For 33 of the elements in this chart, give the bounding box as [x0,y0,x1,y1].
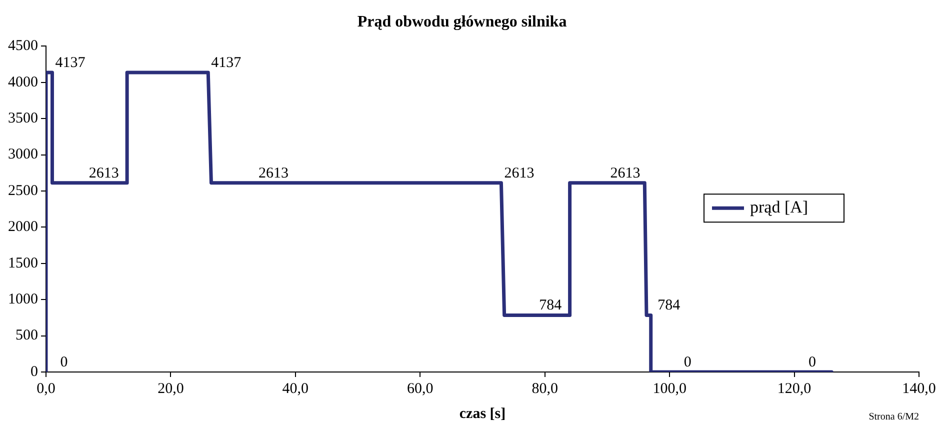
data-label: 2613 [88,165,119,182]
legend-label: prąd [A] [750,198,808,217]
data-label: 4137 [211,54,242,71]
text: Strona 6/M2 [868,412,919,423]
y-tick-label: 1500 [8,255,38,272]
x-axis-title: czas [s] [459,406,506,422]
y-tick-label: 2000 [8,219,38,236]
y-tick-label: 0 [30,364,38,380]
data-label: 2613 [258,165,289,182]
y-tick-label: 4000 [8,74,38,90]
y-tick-label: 500 [16,328,38,344]
y-tick-label: 4500 [8,38,38,54]
x-tick-label: 60,0 [407,380,434,397]
y-tick-label: 2500 [8,182,38,199]
x-tick-label: 100,0 [652,380,686,397]
data-label: 2613 [610,165,640,182]
data-label: 2613 [504,165,534,182]
data-label: 784 [539,298,562,314]
x-tick-label: 0,0 [36,380,56,397]
data-label: 0 [684,354,692,370]
data-label: 784 [658,298,681,314]
chart-title: Prąd obwodu głównego silnika [357,14,567,31]
y-tick-label: 3000 [8,146,38,163]
data-label: 0 [60,354,68,370]
data-label: 4137 [55,54,86,71]
x-tick-label: 40,0 [282,380,309,397]
x-tick-label: 120,0 [777,380,812,397]
data-label: 0 [808,354,816,370]
x-tick-label: 80,0 [532,380,558,397]
x-tick-label: 140,0 [902,380,936,397]
y-tick-label: 1000 [8,292,38,308]
y-tick-label: 3500 [8,110,38,127]
x-tick-label: 20,0 [158,380,184,397]
